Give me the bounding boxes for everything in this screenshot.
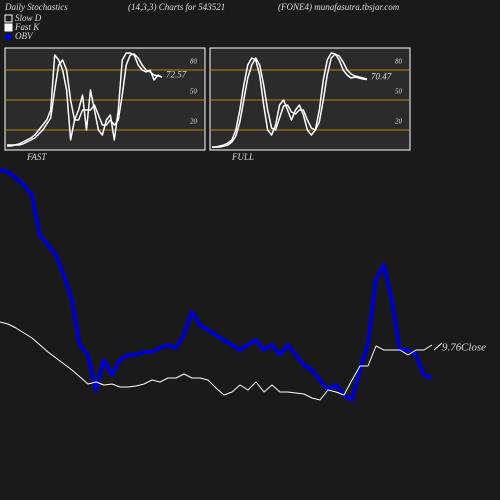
y-tick-label: 20 xyxy=(190,118,198,126)
value-label: 70.47 xyxy=(371,72,392,82)
panel-title: FULL xyxy=(231,152,254,162)
series-line xyxy=(212,52,368,148)
panel-title: FAST xyxy=(26,152,47,162)
panel xyxy=(209,47,411,151)
value-label: 72.57 xyxy=(166,69,187,79)
legend-swatch xyxy=(4,23,13,32)
legend-label: Slow D xyxy=(15,13,42,23)
header-left: Daily Stochastics xyxy=(4,2,68,12)
close-label: Close xyxy=(461,342,486,354)
y-tick-label: 80 xyxy=(395,58,403,66)
legend-label: OBV xyxy=(15,31,34,41)
last-price: 9.76 xyxy=(442,342,462,354)
legend-swatch xyxy=(5,33,12,41)
y-tick-label: 50 xyxy=(190,88,198,96)
series-line xyxy=(7,52,163,146)
series-line xyxy=(0,321,433,401)
header-right: (FONE4) munafasutra.tbsjar.com xyxy=(278,2,400,12)
price-pointer xyxy=(433,342,443,351)
y-tick-label: 80 xyxy=(190,58,198,66)
panel xyxy=(4,47,206,151)
series-line xyxy=(212,53,368,148)
legend-swatch xyxy=(4,14,13,23)
header-middle: (14,3,3) Charts for 543521 xyxy=(128,2,225,12)
legend-label: Fast K xyxy=(14,22,40,32)
y-tick-label: 50 xyxy=(395,88,403,96)
y-tick-label: 20 xyxy=(395,118,403,126)
series-line xyxy=(0,168,433,402)
